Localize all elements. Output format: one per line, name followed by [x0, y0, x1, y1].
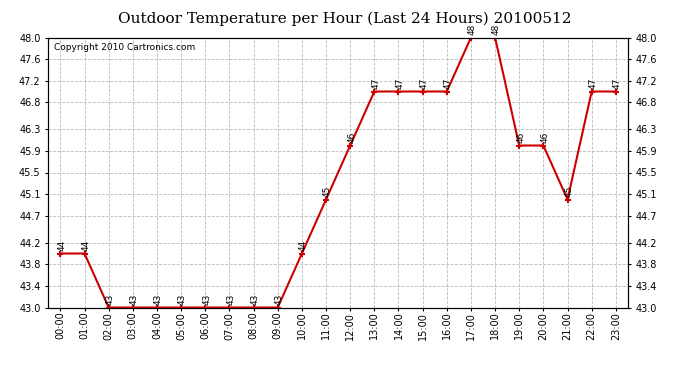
Text: 44: 44: [57, 240, 66, 251]
Text: 47: 47: [589, 77, 598, 89]
Text: 47: 47: [395, 77, 404, 89]
Text: 47: 47: [420, 77, 428, 89]
Text: 43: 43: [250, 293, 259, 305]
Text: 47: 47: [613, 77, 622, 89]
Text: Copyright 2010 Cartronics.com: Copyright 2010 Cartronics.com: [54, 43, 195, 52]
Text: 44: 44: [81, 240, 90, 251]
Text: 43: 43: [275, 293, 284, 305]
Text: 45: 45: [323, 185, 332, 197]
Text: 43: 43: [154, 293, 163, 305]
Text: 48: 48: [492, 23, 501, 35]
Text: 45: 45: [564, 185, 573, 197]
Text: 46: 46: [347, 131, 356, 143]
Text: 43: 43: [226, 293, 235, 305]
Text: 47: 47: [444, 77, 453, 89]
Text: 43: 43: [202, 293, 211, 305]
Text: 46: 46: [516, 131, 525, 143]
Text: 46: 46: [540, 131, 549, 143]
Text: Outdoor Temperature per Hour (Last 24 Hours) 20100512: Outdoor Temperature per Hour (Last 24 Ho…: [118, 11, 572, 26]
Text: 44: 44: [299, 240, 308, 251]
Text: 43: 43: [106, 293, 115, 305]
Text: 43: 43: [130, 293, 139, 305]
Text: 48: 48: [468, 23, 477, 35]
Text: 43: 43: [178, 293, 187, 305]
Text: 47: 47: [371, 77, 380, 89]
